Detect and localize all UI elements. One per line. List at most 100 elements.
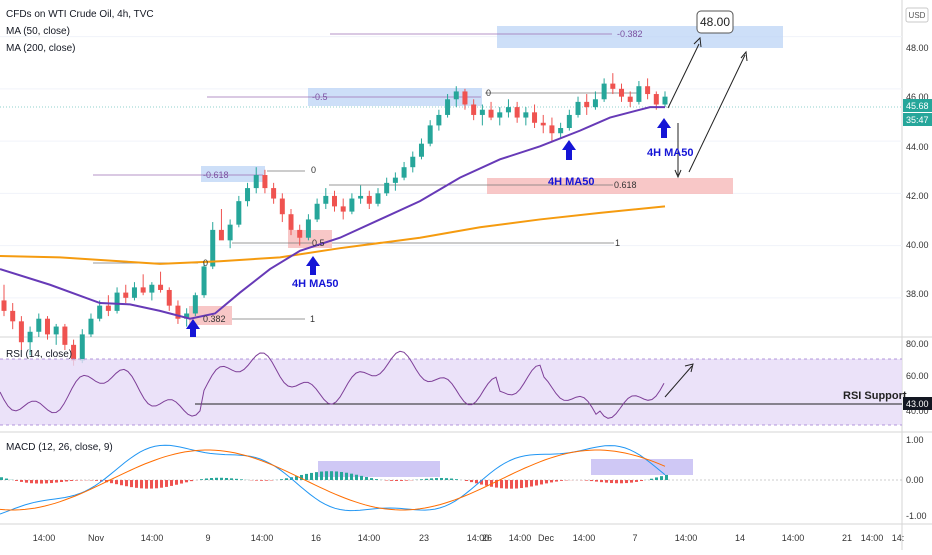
candle-body [167,290,172,306]
macd-histogram-bar [455,479,458,480]
ma50-label: MA (50, close) [6,26,70,37]
time-tick: 14:00 [861,533,884,543]
macd-histogram-bar [595,480,598,482]
macd-histogram-bar [140,480,143,488]
time-tick: 16 [311,533,321,543]
candle-body [367,196,372,204]
candle-body [384,183,389,193]
macd-histogram-bar [440,478,443,480]
macd-histogram-bar [560,480,563,481]
candle-body [349,199,354,212]
candle-body [471,104,476,114]
macd-histogram-bar [405,480,408,481]
macd-histogram-bar [160,480,163,488]
candle-body [654,94,659,104]
macd-histogram-bar [520,480,523,488]
candle-body [523,112,528,117]
price-tick: 48.00 [906,43,929,53]
macd-histogram-bar [315,472,318,480]
candle-body [436,115,441,125]
candle-body [393,178,398,183]
candle-body [202,266,207,295]
macd-histogram-bar [150,480,153,489]
candle-body [541,123,546,126]
macd-histogram-bar [610,480,613,483]
time-tick: 14:00 [141,533,164,543]
macd-histogram-bar [660,476,663,480]
macd-histogram-bar [165,480,168,487]
target-callout[interactable]: 48.00 [697,11,733,33]
candle-body [97,306,102,319]
candle-body [2,300,7,310]
macd-histogram-bar [20,480,23,482]
candle-body [454,91,459,99]
ma200-label: MA (200, close) [6,43,75,54]
time-tick: 14: [892,533,905,543]
time-tick: 14:00 [358,533,381,543]
target-callout-text: 48.00 [700,15,730,29]
candle-body [375,193,380,203]
candle-body [271,188,276,198]
macd-histogram-bar [605,480,608,483]
candle-body [10,311,15,321]
candle-body [315,204,320,220]
macd-histogram-bar [55,480,58,483]
macd-histogram-bar [635,480,638,482]
macd-histogram-bar [550,480,553,482]
candle-body [358,196,363,199]
candle-body [410,157,415,167]
macd-histogram-bar [120,480,123,485]
macd-histogram-bar [170,480,173,486]
time-tick: 26 [482,533,492,543]
candle-body [193,295,198,313]
candle-body [489,110,494,118]
macd-histogram-bar [530,480,533,486]
macd-histogram-bar [220,478,223,480]
candle-body [289,214,294,230]
candle-body [332,196,337,206]
ma50-tag: 4H MA50 [647,147,693,159]
macd-histogram-bar [260,480,263,481]
macd-histogram-bar [470,480,473,482]
macd-histogram-bar [330,471,333,480]
candle-body [106,306,111,311]
macd-histogram-bar [540,480,543,484]
macd-histogram-bar [230,478,233,480]
ma50-tag: 4H MA50 [292,278,338,290]
macd-histogram-bar [155,480,158,488]
candle-body [549,125,554,133]
candle-body [567,115,572,128]
time-tick: 7 [632,533,637,543]
fib-label: 1 [615,238,620,248]
rsi-support-value: 43.00 [906,399,929,409]
macd-histogram-bar [190,480,193,481]
macd-histogram-bar [125,480,128,486]
candle-body [262,175,267,188]
macd-histogram-bar [70,480,73,481]
candle-body [497,112,502,117]
fib-label: -0.618 [203,170,229,180]
macd-tick: 0.00 [906,475,924,485]
macd-histogram-bar [0,477,3,480]
candle-body [558,128,563,133]
candle-body [445,99,450,115]
macd-histogram-bar [310,473,313,480]
macd-histogram-bar [110,480,113,483]
macd-histogram-bar [210,478,213,480]
macd-histogram-bar [25,480,28,483]
macd-histogram-bar [500,480,503,488]
candle-body [141,287,146,292]
candle-body [419,144,424,157]
macd-histogram-bar [215,478,218,480]
macd-histogram-bar [475,480,478,483]
candle-body [610,84,615,89]
macd-histogram-bar [395,480,398,481]
candle-body [306,219,311,237]
candle-body [132,287,137,297]
macd-histogram-bar [60,480,63,482]
macd-histogram-bar [505,480,508,489]
time-tick: 14:00 [573,533,596,543]
fib-label: -0.5 [312,92,328,102]
macd-histogram-bar [265,480,268,481]
